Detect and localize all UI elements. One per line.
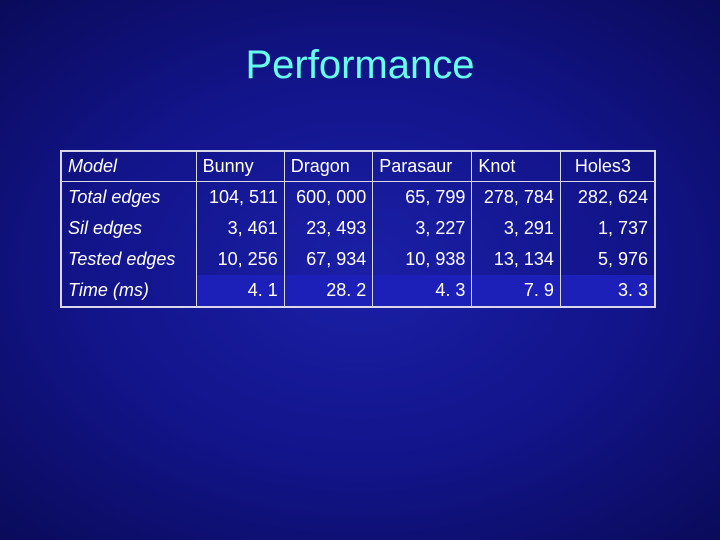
- row-label: Time (ms): [68, 280, 149, 300]
- table-cell: 4. 1: [195, 275, 285, 307]
- table-cell: 10, 938: [372, 244, 472, 275]
- table-cell: 65, 799: [372, 181, 472, 213]
- header-model: Model: [61, 151, 197, 182]
- table-cell: 4. 3: [372, 275, 472, 307]
- table-row: Sil edges 3, 461 23, 493 3, 227 3, 291 1…: [61, 213, 655, 244]
- table-cell: 1, 737: [559, 213, 655, 244]
- header-dragon: Dragon: [283, 151, 373, 182]
- table-cell: 5, 976: [559, 244, 655, 275]
- table-row: Total edges 104, 511 600, 000 65, 799 27…: [61, 181, 655, 213]
- table-cell: 13, 134: [471, 244, 561, 275]
- header-bunny: Bunny: [195, 151, 285, 182]
- table-cell: 28. 2: [283, 275, 373, 307]
- table-cell: 10, 256: [195, 244, 285, 275]
- table-cell: 3, 461: [195, 213, 285, 244]
- table-cell: 7. 9: [471, 275, 561, 307]
- table-cell: 600, 000: [283, 181, 373, 213]
- header-parasaur: Parasaur: [372, 151, 472, 182]
- table-cell: 282, 624: [559, 181, 655, 213]
- table-cell: 3, 227: [372, 213, 472, 244]
- header-knot: Knot: [471, 151, 561, 182]
- table-cell: 67, 934: [283, 244, 373, 275]
- table-cell: 104, 511: [195, 181, 285, 213]
- table-header-row: Model Bunny Dragon Parasaur Knot Holes3: [61, 151, 655, 182]
- row-label: Tested edges: [68, 249, 176, 269]
- table-row: Tested edges 10, 256 67, 934 10, 938 13,…: [61, 244, 655, 275]
- row-label: Sil edges: [68, 218, 143, 238]
- table-cell: 278, 784: [471, 181, 561, 213]
- table-cell: 23, 493: [283, 213, 373, 244]
- table-row: Time (ms) 4. 1 28. 2 4. 3 7. 9 3. 3: [61, 275, 655, 307]
- row-label: Total edges: [68, 187, 161, 207]
- header-holes3: Holes3: [559, 151, 655, 182]
- slide-title: Performance: [245, 43, 475, 87]
- performance-table: Model Bunny Dragon Parasaur Knot Holes3 …: [60, 150, 656, 308]
- table-cell: 3, 291: [471, 213, 561, 244]
- table-cell: 3. 3: [559, 275, 655, 307]
